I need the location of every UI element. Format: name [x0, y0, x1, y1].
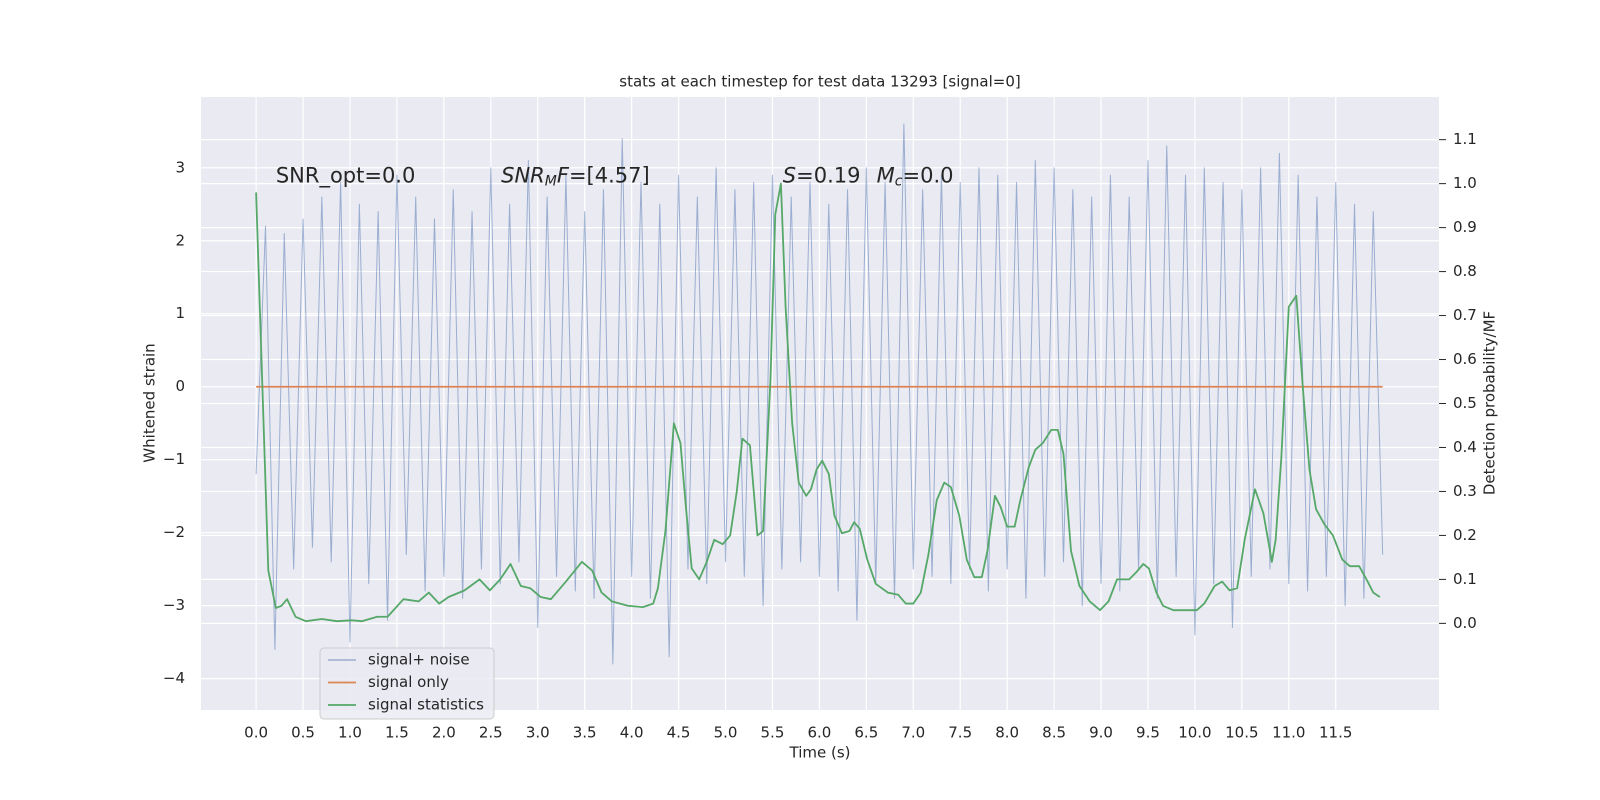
series-line: [255, 123, 1384, 665]
y-tick-label: −2: [163, 523, 185, 541]
x-tick-label: 9.5: [1136, 724, 1160, 742]
y2-tick-label: 1.0: [1453, 174, 1477, 192]
y-tick-label: −3: [163, 596, 185, 614]
x-tick-label: 2.0: [432, 724, 456, 742]
x-tick-label: 9.0: [1089, 724, 1113, 742]
y-tick-label: 3: [175, 158, 185, 176]
annotation-part: =[4.57]: [569, 164, 650, 188]
y-tick-label: 0: [175, 377, 185, 395]
x-tick-label: 4.5: [667, 724, 691, 742]
x-tick-label: 11.0: [1272, 724, 1305, 742]
annotation-part: M: [877, 164, 895, 188]
annotation-part: M: [545, 174, 557, 190]
y2-tick-label: 1.1: [1453, 130, 1477, 148]
x-tick-label: 0.0: [244, 724, 268, 742]
annotation-part: SNR_opt=0.0: [276, 164, 416, 189]
legend-box: [319, 647, 495, 720]
y-tick-label: −4: [163, 669, 185, 687]
y2-axis-label: Detection probability/MF: [1481, 311, 1499, 495]
x-tick-label: 7.0: [901, 724, 925, 742]
y-tick-label: 2: [175, 231, 185, 249]
y2-tick-label: 0.5: [1453, 394, 1477, 412]
x-tick-label: 11.5: [1319, 724, 1352, 742]
y2-tick-label: 0.8: [1453, 262, 1477, 280]
y2-tick-label: 0.4: [1453, 438, 1477, 456]
x-tick-label: 4.0: [620, 724, 644, 742]
x-tick-label: 8.5: [1042, 724, 1066, 742]
x-tick-label: 8.0: [995, 724, 1019, 742]
y2-tick-label: 0.2: [1453, 526, 1477, 544]
annotation-part: SNR: [501, 164, 545, 188]
x-tick-label: 10.0: [1178, 724, 1211, 742]
y2-tick-label: 0.0: [1453, 614, 1477, 632]
legend-label: signal+ noise: [368, 651, 470, 669]
chart-title: stats at each timestep for test data 132…: [619, 73, 1020, 91]
annotation: SNRMF=[4.57]: [501, 164, 650, 190]
grid: [201, 97, 1439, 710]
x-tick-label: 6.5: [854, 724, 878, 742]
y-tick-label: −1: [163, 450, 185, 468]
x-tick-label: 10.5: [1225, 724, 1258, 742]
x-tick-label: 1.0: [338, 724, 362, 742]
x-tick-label: 2.5: [479, 724, 503, 742]
annotation-part: F: [557, 164, 570, 188]
x-axis-label: Time (s): [789, 744, 851, 762]
y-tick-label: 1: [175, 304, 185, 322]
x-tick-label: 0.5: [291, 724, 315, 742]
legend: signal+ noise signal only signal statistic…: [319, 647, 495, 720]
annotation: Mc=0.0: [877, 164, 954, 190]
annotation-part: =0.19: [796, 164, 860, 188]
legend-label: signal statistics: [368, 696, 484, 714]
y2-tick-label: 0.3: [1453, 482, 1477, 500]
legend-label: signal only: [368, 673, 449, 691]
y2-tick-label: 0.1: [1453, 570, 1477, 588]
y2-tick-label: 0.9: [1453, 218, 1477, 236]
annotation-part: c: [895, 174, 903, 190]
annotation-part: =0.0: [902, 164, 953, 188]
x-tick-label: 5.5: [761, 724, 785, 742]
annotation: SNR_opt=0.0: [276, 164, 416, 189]
annotation: S=0.19: [783, 164, 861, 188]
y-axis-label: Whitened strain: [141, 343, 159, 462]
x-tick-label: 3.5: [573, 724, 597, 742]
series-line: [255, 182, 1381, 623]
x-tick-label: 7.5: [948, 724, 972, 742]
x-tick-label: 3.0: [526, 724, 550, 742]
annotation-part: S: [783, 164, 796, 188]
y2-tick-label: 0.6: [1453, 350, 1477, 368]
x-tick-label: 1.5: [385, 724, 409, 742]
y2-tick-label: 0.7: [1453, 306, 1477, 324]
x-tick-label: 5.0: [714, 724, 738, 742]
x-tick-label: 6.0: [807, 724, 831, 742]
